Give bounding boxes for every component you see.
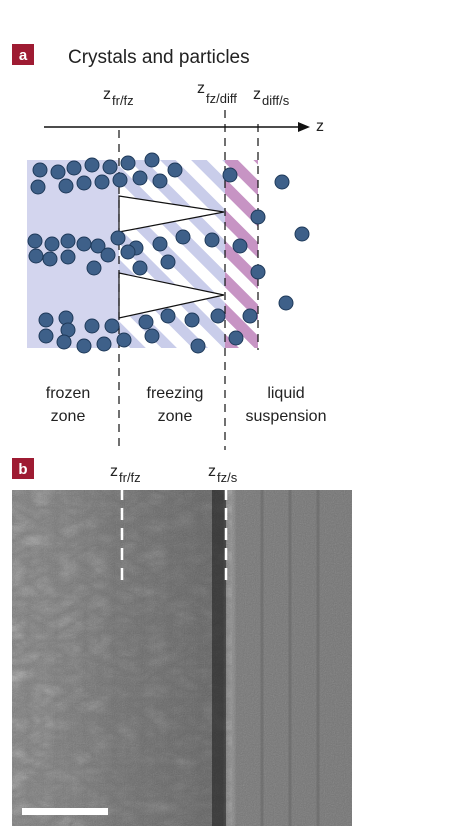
panel-a-tag-label: a [19, 47, 28, 64]
particle [90, 238, 106, 254]
particle [84, 157, 100, 173]
particle [144, 328, 160, 344]
particle [32, 162, 48, 178]
micrograph-markers [120, 488, 228, 584]
particle [110, 230, 126, 246]
marker-z-diff-s: zdiff/s [253, 86, 290, 108]
particle [232, 238, 248, 254]
scale-bar [22, 808, 108, 815]
zone-freezing-line2: zone [158, 408, 193, 425]
particle [190, 338, 206, 354]
particle [50, 164, 66, 180]
particle [294, 226, 310, 242]
marker-z-fr-fz: zfr/fz [103, 86, 134, 108]
particle [56, 334, 72, 350]
particle [76, 175, 92, 191]
particle [27, 233, 43, 249]
panel-a: a Crystals and particles zfr/fz zfz/diff… [12, 44, 326, 450]
particle [204, 232, 220, 248]
particle [38, 312, 54, 328]
zone-frozen-line2: zone [51, 408, 86, 425]
particle [144, 152, 160, 168]
particle [152, 173, 168, 189]
particle [102, 159, 118, 175]
panel-a-tag [12, 44, 34, 65]
panel-b: b zfr/fz zfz/s [12, 458, 352, 826]
particle [94, 174, 110, 190]
panel-b-tag [12, 458, 34, 479]
particle [210, 308, 226, 324]
particle [66, 160, 82, 176]
marker-z-fz-diff: zfz/diff [197, 80, 237, 106]
particle [28, 248, 44, 264]
particle [58, 178, 74, 194]
particle [274, 174, 290, 190]
particle [120, 244, 136, 260]
particles [27, 152, 310, 354]
interface-lines [118, 110, 259, 450]
particle [84, 318, 100, 334]
particle [132, 170, 148, 186]
particle [250, 209, 266, 225]
particle [76, 236, 92, 252]
particle [44, 236, 60, 252]
z-axis-arrowhead [298, 122, 310, 132]
marker-b-z-fz-s: zfz/s [208, 463, 238, 485]
z-axis-label: z [316, 118, 324, 135]
particle [60, 249, 76, 265]
particle [175, 229, 191, 245]
particle [250, 264, 266, 280]
zone-liquid-line1: liquid [267, 385, 304, 402]
zone-liquid-line2: suspension [246, 408, 327, 425]
particle [222, 167, 238, 183]
micrograph-image [12, 490, 352, 826]
particle [160, 308, 176, 324]
particle [100, 247, 116, 263]
particle [116, 332, 132, 348]
particle [76, 338, 92, 354]
zone-freezing-line1: freezing [147, 385, 204, 402]
particle [138, 314, 154, 330]
particle [167, 162, 183, 178]
marker-b-z-fr-fz: zfr/fz [110, 463, 141, 485]
particle [152, 236, 168, 252]
panel-a-title: Crystals and particles [68, 47, 250, 68]
particle [184, 312, 200, 328]
particle [60, 233, 76, 249]
particle [132, 260, 148, 276]
particle [38, 328, 54, 344]
particle [42, 251, 58, 267]
particle [242, 308, 258, 324]
particle [278, 295, 294, 311]
particle [112, 172, 128, 188]
panel-b-tag-label: b [18, 461, 27, 478]
particle [160, 254, 176, 270]
particle [96, 336, 112, 352]
particle [228, 330, 244, 346]
particle [104, 318, 120, 334]
zone-frozen-line1: frozen [46, 385, 90, 402]
particle [30, 179, 46, 195]
particle [120, 155, 136, 171]
particle [86, 260, 102, 276]
